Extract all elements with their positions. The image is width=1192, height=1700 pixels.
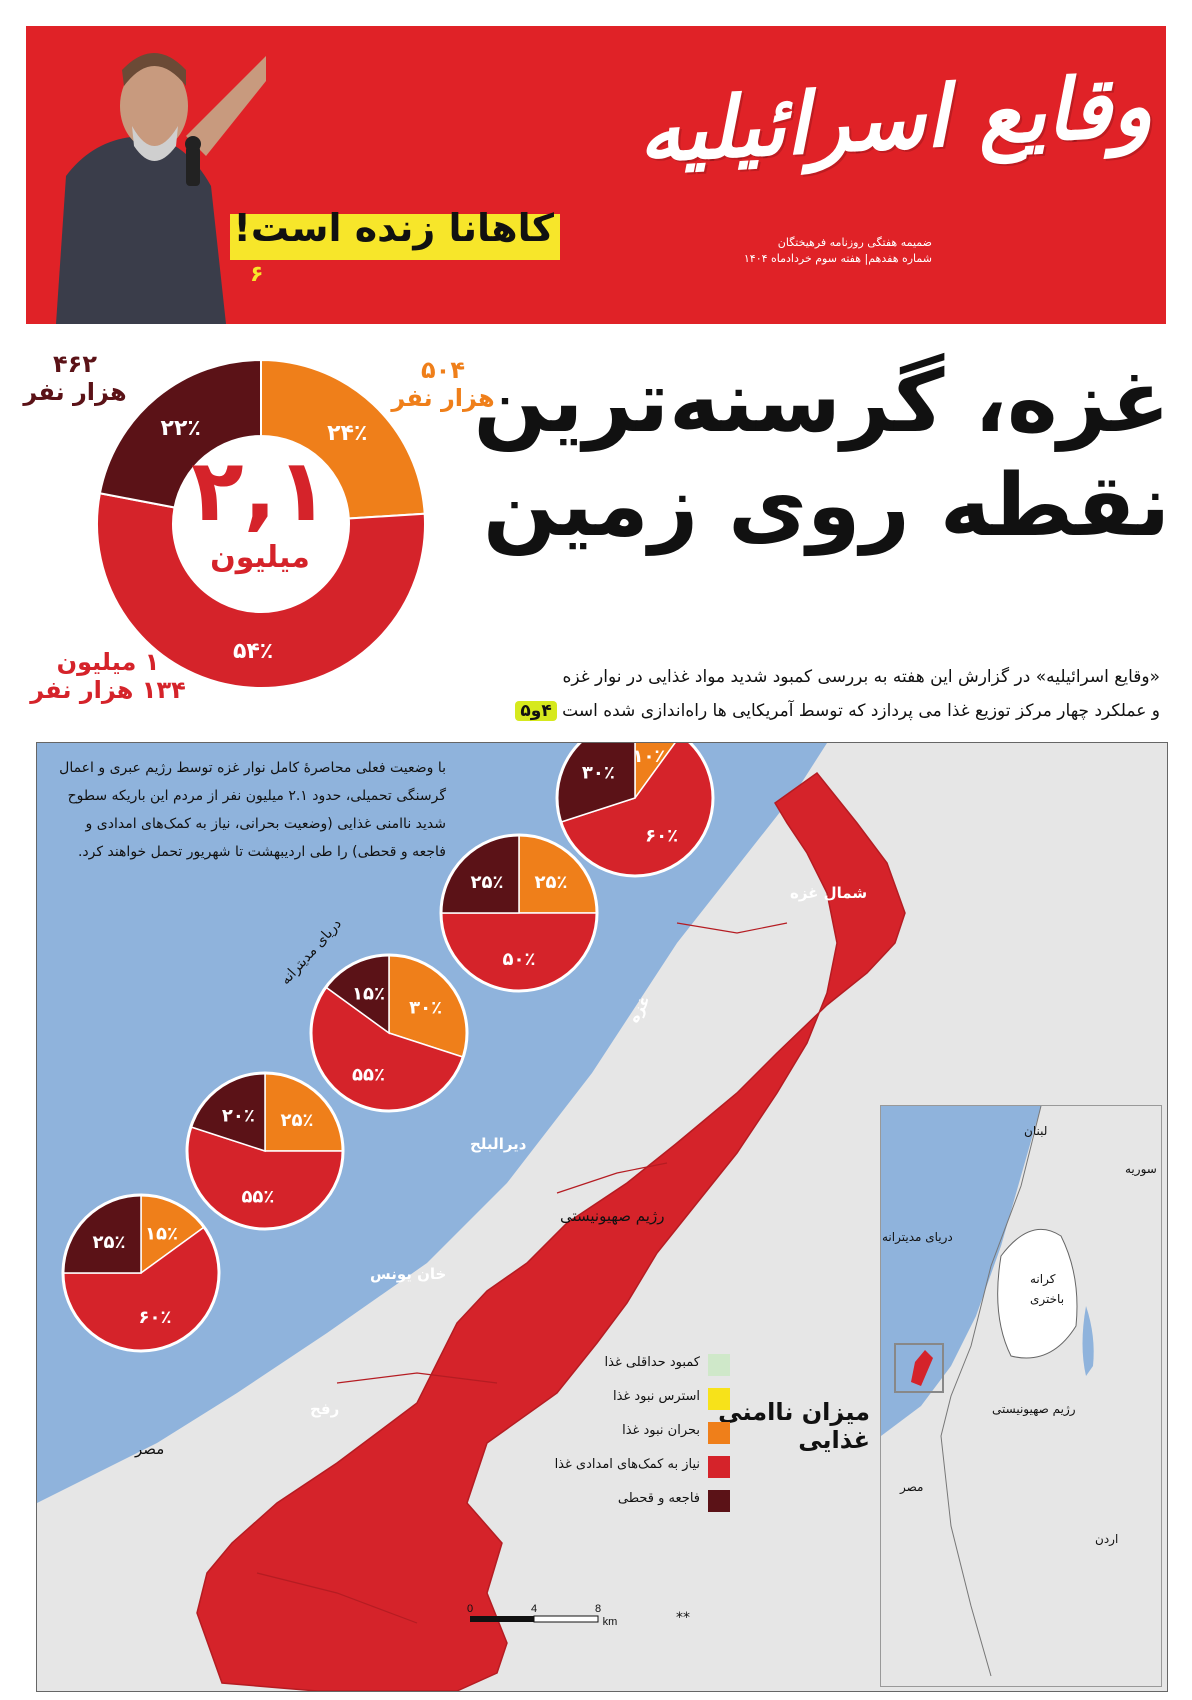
intro-page-tag[interactable]: ۴و۵ <box>515 701 557 721</box>
inset-map <box>880 1105 1162 1687</box>
region-north-gaza[interactable]: شمال غزه <box>790 884 868 902</box>
pie-label-3-1: ۵۵٪ <box>241 1187 274 1208</box>
legend-item-crisis: بحران نبود غذا <box>580 1420 790 1446</box>
donut-label-504: ۵۰۴ هزار نفر <box>388 356 498 412</box>
inset-west-bank-1: کرانه <box>1030 1272 1056 1286</box>
donut-percent-label: ۵۴٪ <box>233 639 273 664</box>
intro-paragraph: «وقایع اسرائیلیه» در گزارش این هفته به ب… <box>430 660 1160 728</box>
legend-item-minimal: کمبود حداقلی غذا <box>580 1352 790 1378</box>
legend-swatch <box>708 1354 730 1376</box>
scale-8: 8 <box>595 1603 601 1615</box>
donut-center-unit: میلیون <box>210 540 310 575</box>
legend-item-emergency: نیاز به کمک‌های امدادی غذا <box>555 1454 790 1480</box>
sea-area <box>37 743 827 1503</box>
border-line-1 <box>556 1162 668 1194</box>
inset-sea-label: دریای مدیترانه <box>882 1230 953 1244</box>
intro-line-1: «وقایع اسرائیلیه» در گزارش این هفته به ب… <box>562 667 1160 687</box>
pie-label-1-2: ۲۵٪ <box>471 872 504 893</box>
footnote-marker: ** <box>676 1610 690 1626</box>
pie-label-1-1: ۵۰٪ <box>503 949 536 970</box>
donut-label-462: ۴۶۲ هزار نفر <box>20 350 130 406</box>
pie-label-0-2: ۳۰٪ <box>582 762 615 783</box>
donut-hole <box>173 436 349 612</box>
region-deir-al-balah[interactable]: دیرالبلح <box>470 1135 527 1153</box>
inset-gaza <box>911 1350 933 1386</box>
legend-item-stress: استرس نبود غذا <box>580 1386 790 1412</box>
pie-label-4-2: ۲۵٪ <box>93 1232 126 1253</box>
donut-label-1134: ۱ میلیون ۱۳۴ هزار نفر <box>28 648 188 704</box>
pie-label-1-0: ۲۵٪ <box>535 872 568 893</box>
supplement-line: ضمیمه هفتگی روزنامه فرهیختگان <box>777 236 932 249</box>
label-462-unit: هزار نفر <box>23 378 127 406</box>
pie-outline-0 <box>555 743 715 878</box>
page-title: غزه، گرسنه‌ترین نقطه روی زمین <box>470 350 1170 558</box>
inset-zionist: رژیم صهیونیستی <box>992 1402 1076 1416</box>
pie-outline-2 <box>309 953 469 1113</box>
cover-headline[interactable]: کاهانا زنده است! <box>233 206 554 250</box>
pie-label-3-2: ۲۰٪ <box>222 1105 255 1126</box>
inset-syria: سوریه <box>1125 1162 1157 1176</box>
inset-sea <box>881 1106 1041 1436</box>
scale-4: 4 <box>531 1603 537 1615</box>
pie-label-3-0: ۲۵٪ <box>281 1110 314 1131</box>
legend-swatch <box>708 1456 730 1478</box>
pie-outline-3 <box>185 1071 345 1231</box>
inset-west-bank <box>997 1228 1078 1359</box>
inset-west-bank-2: باختری <box>1030 1292 1065 1306</box>
scale-bar: 0 4 8 km <box>467 1603 618 1628</box>
border-line-4 <box>256 1572 418 1624</box>
pie-label-2-2: ۱۵٪ <box>352 984 385 1005</box>
scale-unit: km <box>603 1616 618 1628</box>
pie-label-4-0: ۱۵٪ <box>145 1224 178 1245</box>
legend-item-famine: فاجعه و قحطی <box>580 1488 790 1514</box>
inset-egypt: مصر <box>900 1480 924 1494</box>
donut-center-number: ۲,۱ <box>191 441 329 541</box>
label-504-unit: هزار نفر <box>391 384 495 412</box>
legend-swatch <box>708 1388 730 1410</box>
legend-swatch <box>708 1490 730 1512</box>
speaker-photo <box>36 26 266 324</box>
label-1134-line2: ۱۳۴ هزار نفر <box>30 676 186 704</box>
pie-outline-1 <box>439 833 599 993</box>
label-462-number: ۴۶۲ <box>53 350 97 378</box>
inset-gaza-frame <box>894 1343 944 1393</box>
label-504-number: ۵۰۴ <box>421 356 465 384</box>
donut-percent-label: ۲۴٪ <box>327 421 367 446</box>
inset-jordan: اردن <box>1095 1532 1119 1546</box>
intro-line-2: و عملکرد چهار مرکز توزیع غذا می پردازد ک… <box>562 701 1160 721</box>
gaza-strip <box>196 771 906 1691</box>
headline-highlight <box>230 214 560 260</box>
inset-border <box>940 1106 1042 1677</box>
title-line-2: نقطه روی زمین <box>482 456 1170 556</box>
region-khan-younis[interactable]: خان یونس <box>370 1265 447 1283</box>
label-egypt: مصر <box>135 1440 165 1458</box>
population-donut-chart: ۲۴٪ ۵۴٪ ۲۲٪ <box>96 358 426 689</box>
label-1134-line1: ۱ میلیون <box>56 648 160 676</box>
pie-label-4-1: ۶۰٪ <box>138 1307 171 1328</box>
map-canvas: ۱۰٪ ۶۰٪ ۳۰٪ ۲۵٪ ۵۰٪ ۲۵٪ ۳۰٪ ۵۵٪ ۱۵٪ ۲۵٪ ۵۵٪ ۲۰٪ ۱۵٪ ۶… <box>37 743 906 1691</box>
region-pies: ۱۰٪ ۶۰٪ ۳۰٪ ۲۵٪ ۵۰٪ ۲۵٪ ۳۰٪ ۵۵٪ ۱۵٪ ۲۵٪ ۵۵٪ ۲۰٪ ۱۵٪ ۶… <box>61 743 715 1353</box>
border-line-2 <box>676 922 788 934</box>
map-note: با وضعیت فعلی محاصرهٔ کامل نوار غزه توسط… <box>59 760 446 860</box>
inset-lebanon: لبنان <box>1024 1124 1048 1138</box>
issue-line: شماره هفدهم| هفته سوم خردادماه ۱۴۰۴ <box>743 252 932 265</box>
headline-page-number: ۶ <box>250 262 264 287</box>
inset-dead-sea <box>1082 1306 1094 1376</box>
inset-canvas <box>881 1106 1094 1677</box>
region-rafah[interactable]: رفح <box>310 1400 340 1418</box>
pie-label-0-0: ۱۰٪ <box>632 746 665 767</box>
title-line-1: غزه، گرسنه‌ترین <box>473 352 1170 452</box>
label-zionist-regime: رژیم صهیونیستی <box>560 1207 665 1225</box>
pie-label-0-1: ۶۰٪ <box>645 826 678 847</box>
legend-title: میزان ناامنی غذایی <box>718 1398 870 1454</box>
pie-outline-4 <box>61 1193 221 1353</box>
donut-percent-label: ۲۲٪ <box>161 416 201 441</box>
pie-label-2-1: ۵۵٪ <box>352 1064 385 1085</box>
scale-0: 0 <box>467 1603 473 1615</box>
border-line-3 <box>336 1372 498 1384</box>
pie-label-2-0: ۳۰٪ <box>409 997 442 1018</box>
legend-swatch <box>708 1422 730 1444</box>
